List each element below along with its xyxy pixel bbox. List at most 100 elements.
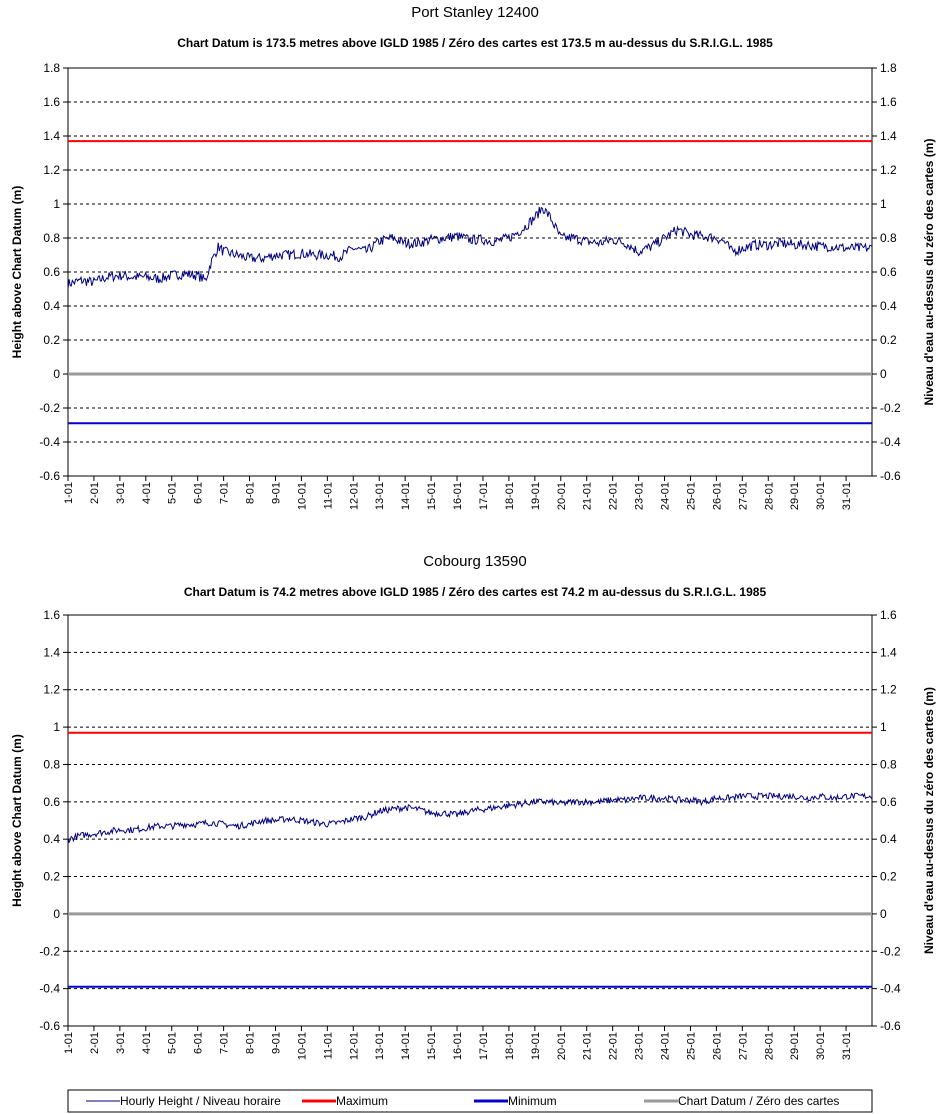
y-tick-label-left: -0.4 [39, 435, 60, 449]
series-line-hourly-height [67, 206, 873, 290]
x-tick-label: 30-01 [815, 482, 827, 510]
chart-subtitle: Chart Datum is 74.2 metres above IGLD 19… [184, 585, 767, 599]
x-tick-label: 5-01 [167, 1032, 179, 1054]
legend-label: Maximum [336, 1094, 388, 1108]
x-tick-label: 10-01 [296, 1032, 308, 1060]
y-tick-label-right: 0.8 [880, 757, 897, 771]
x-tick-label: 26-01 [711, 1032, 723, 1060]
y-tick-label-left: -0.2 [39, 401, 60, 415]
y-tick-label-right: 0.6 [880, 265, 897, 279]
y-tick-label-left: 0.4 [43, 832, 60, 846]
y-tick-label-left: 1.2 [43, 683, 60, 697]
x-tick-label: 4-01 [141, 482, 153, 504]
x-tick-label: 7-01 [219, 482, 231, 504]
y-tick-label-right: 0 [880, 367, 887, 381]
plot-area [67, 614, 873, 1027]
x-tick-label: 12-01 [348, 1032, 360, 1060]
y-tick-label-right: 1 [880, 197, 887, 211]
chart-title: Cobourg 13590 [423, 553, 526, 570]
x-tick-label: 24-01 [660, 482, 672, 510]
x-tick-label: 13-01 [374, 482, 386, 510]
legend-label: Chart Datum / Zéro des cartes [678, 1094, 839, 1108]
x-tick-label: 29-01 [789, 482, 801, 510]
y-tick-label-left: 1.6 [43, 95, 60, 109]
y-tick-label-right: -0.2 [880, 944, 901, 958]
y-tick-label-left: 1 [53, 720, 60, 734]
x-tick-label: 27-01 [737, 482, 749, 510]
y-tick-label-right: 1.4 [880, 129, 897, 143]
x-tick-label: 30-01 [815, 1032, 827, 1060]
y-tick-label-left: 1.8 [43, 61, 60, 75]
x-tick-label: 16-01 [452, 482, 464, 510]
x-tick-label: 23-01 [634, 1032, 646, 1060]
x-tick-label: 20-01 [556, 1032, 568, 1060]
x-tick-label: 18-01 [504, 1032, 516, 1060]
y-tick-label-left: 1.4 [43, 129, 60, 143]
x-tick-label: 11-01 [322, 482, 334, 509]
x-tick-label: 21-01 [582, 482, 594, 510]
y-tick-label-left: 1.4 [43, 645, 60, 659]
x-tick-label: 11-01 [322, 1032, 334, 1059]
x-tick-label: 10-01 [296, 482, 308, 510]
legend-label: Hourly Height / Niveau horaire [120, 1094, 281, 1108]
x-tick-label: 6-01 [193, 482, 205, 504]
y-axis-label-left: Height above Chart Datum (m) [10, 186, 24, 359]
y-tick-label-right: 0.2 [880, 333, 897, 347]
x-tick-label: 3-01 [115, 1032, 127, 1054]
y-tick-label-right: 0.4 [880, 832, 897, 846]
y-tick-label-left: 0.2 [43, 333, 60, 347]
x-tick-label: 29-01 [789, 1032, 801, 1060]
y-tick-label-right: 0 [880, 907, 887, 921]
y-tick-label-right: 1.6 [880, 608, 897, 622]
y-tick-label-left: 0.6 [43, 265, 60, 279]
y-tick-label-right: -0.4 [880, 435, 901, 449]
x-tick-label: 6-01 [193, 1032, 205, 1054]
x-tick-label: 31-01 [841, 482, 853, 510]
x-tick-label: 15-01 [426, 482, 438, 510]
y-tick-label-right: -0.4 [880, 982, 901, 996]
x-tick-label: 28-01 [763, 482, 775, 510]
x-tick-label: 31-01 [841, 1032, 853, 1060]
y-tick-label-right: 1.6 [880, 95, 897, 109]
x-tick-label: 17-01 [478, 482, 490, 510]
y-tick-label-right: 0.2 [880, 870, 897, 884]
x-tick-label: 17-01 [478, 1032, 490, 1060]
x-tick-label: 3-01 [115, 482, 127, 504]
y-tick-label-left: 0 [53, 367, 60, 381]
x-tick-label: 26-01 [711, 482, 723, 510]
x-tick-label: 14-01 [400, 1032, 412, 1060]
y-tick-label-right: 0.4 [880, 299, 897, 313]
y-axis-label-right: Niveau d'eau au-dessus du zéro des carte… [922, 139, 936, 406]
x-tick-label: 25-01 [685, 1032, 697, 1060]
x-tick-label: 16-01 [452, 1032, 464, 1060]
x-tick-label: 15-01 [426, 1032, 438, 1060]
y-tick-label-right: 1 [880, 720, 887, 734]
y-tick-label-left: -0.4 [39, 982, 60, 996]
y-tick-label-left: 0.8 [43, 757, 60, 771]
y-tick-label-right: -0.2 [880, 401, 901, 415]
x-tick-label: 2-01 [89, 482, 101, 504]
x-tick-label: 7-01 [219, 1032, 231, 1054]
y-tick-label-right: -0.6 [880, 1019, 901, 1033]
series-line-hourly-height [67, 792, 873, 844]
x-tick-label: 25-01 [685, 482, 697, 510]
legend-box [67, 1089, 873, 1113]
chart-title: Port Stanley 12400 [411, 4, 539, 21]
chart-1: Port Stanley 12400 Chart Datum is 173.5 m… [10, 4, 936, 510]
x-tick-label: 27-01 [737, 1032, 749, 1060]
x-tick-label: 8-01 [245, 1032, 257, 1054]
y-tick-label-left: 0 [53, 907, 60, 921]
x-tick-label: 13-01 [374, 1032, 386, 1060]
y-tick-label-left: -0.6 [39, 1019, 60, 1033]
y-tick-label-right: 1.8 [880, 61, 897, 75]
x-tick-label: 28-01 [763, 1032, 775, 1060]
y-tick-label-left: 1 [53, 197, 60, 211]
x-tick-label: 20-01 [556, 482, 568, 510]
chart-2: Cobourg 13590 Chart Datum is 74.2 metres … [10, 553, 936, 1060]
y-tick-label-right: 1.2 [880, 163, 897, 177]
x-tick-label: 21-01 [582, 1032, 594, 1060]
x-tick-label: 5-01 [167, 482, 179, 504]
y-tick-label-right: 0.8 [880, 231, 897, 245]
y-axis-label-left: Height above Chart Datum (m) [10, 734, 24, 907]
x-tick-label: 19-01 [530, 1032, 542, 1060]
